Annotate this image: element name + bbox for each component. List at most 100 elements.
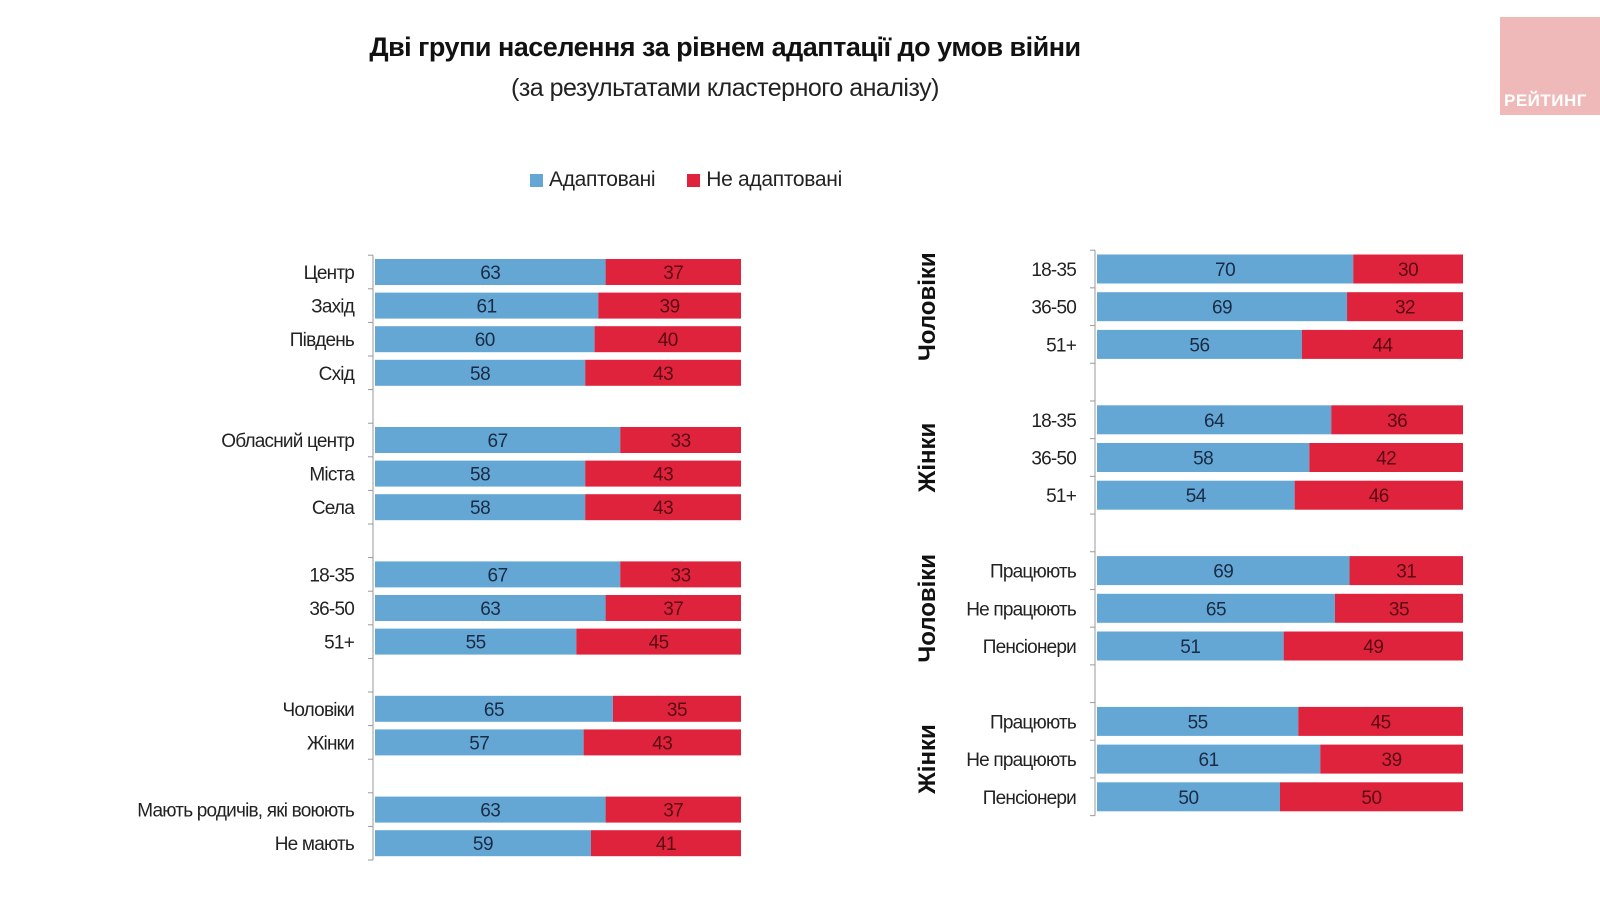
bar-not-adapted — [576, 628, 741, 655]
legend-label-adapted: Адаптовані — [549, 168, 656, 191]
bar-adapted — [1097, 744, 1321, 774]
category-label: 18-35 — [1031, 260, 1076, 281]
category-label: Чоловіки — [282, 700, 354, 721]
category-label: 51+ — [324, 633, 355, 654]
data-label-adapted: 65 — [484, 700, 504, 721]
bar-not-adapted — [1280, 782, 1463, 812]
data-label-not-adapted: 45 — [649, 633, 669, 654]
bar-not-adapted — [1298, 706, 1463, 736]
bar-adapted — [375, 561, 621, 588]
category-label: Центр — [304, 263, 355, 284]
data-label-not-adapted: 37 — [663, 801, 683, 822]
data-label-adapted: 54 — [1186, 486, 1207, 507]
bar-adapted — [1097, 706, 1299, 736]
bar-not-adapted — [612, 695, 741, 722]
data-label-not-adapted: 43 — [653, 498, 673, 519]
data-label-adapted: 60 — [475, 330, 495, 351]
bar-not-adapted — [605, 796, 741, 823]
bar-adapted — [1097, 782, 1280, 812]
bar-not-adapted — [1353, 254, 1463, 284]
group-label: Жінки — [914, 724, 941, 795]
data-label-not-adapted: 50 — [1361, 788, 1381, 809]
bar-adapted — [375, 695, 613, 722]
data-label-adapted: 58 — [470, 498, 490, 519]
bar-not-adapted — [594, 326, 741, 353]
category-label: Жінки — [307, 733, 354, 754]
bar-adapted — [1097, 254, 1354, 284]
data-label-not-adapted: 44 — [1372, 335, 1393, 356]
bar-not-adapted — [1320, 744, 1463, 774]
data-label-adapted: 55 — [466, 633, 486, 654]
data-label-adapted: 64 — [1204, 411, 1225, 432]
data-label-adapted: 65 — [1206, 599, 1226, 620]
category-label: Пенсіонери — [983, 788, 1076, 809]
category-label: 36-50 — [1031, 298, 1076, 319]
chart-title: Дві групи населення за рівнем адаптації … — [369, 32, 1081, 62]
category-label: Села — [312, 498, 355, 519]
data-label-adapted: 50 — [1178, 788, 1198, 809]
data-label-not-adapted: 35 — [667, 700, 687, 721]
bar-not-adapted — [620, 427, 741, 453]
category-label: Мають родичів, які воюють — [137, 801, 355, 822]
bar-not-adapted — [585, 494, 741, 521]
data-label-not-adapted: 43 — [652, 733, 672, 754]
category-label: Не мають — [275, 834, 355, 855]
bar-adapted — [375, 326, 595, 353]
category-label: Пенсіонери — [983, 637, 1076, 658]
bar-not-adapted — [1334, 593, 1463, 623]
category-label: Не працюють — [966, 750, 1077, 771]
bar-not-adapted — [1283, 631, 1463, 661]
data-label-not-adapted: 37 — [663, 599, 683, 620]
bar-not-adapted — [605, 595, 741, 621]
bar-adapted — [375, 460, 586, 487]
category-label: Міста — [309, 465, 355, 486]
data-label-not-adapted: 40 — [658, 330, 678, 351]
bar-not-adapted — [598, 292, 741, 319]
data-label-adapted: 61 — [477, 297, 497, 318]
bar-adapted — [375, 729, 584, 756]
category-label: Працюють — [990, 562, 1077, 583]
bar-adapted — [1097, 443, 1310, 472]
bar-adapted — [375, 628, 577, 655]
data-label-adapted: 67 — [488, 565, 508, 586]
data-label-not-adapted: 43 — [653, 465, 673, 486]
category-label: Схід — [319, 364, 355, 385]
legend-swatch-adapted — [530, 173, 543, 187]
data-label-adapted: 51 — [1180, 637, 1200, 658]
group-label: Жінки — [914, 423, 941, 494]
data-label-adapted: 58 — [470, 465, 490, 486]
bar-not-adapted — [1309, 443, 1463, 472]
category-label: Обласний центр — [221, 431, 354, 452]
group-label: Чоловіки — [914, 252, 941, 361]
bar-adapted — [1097, 480, 1295, 510]
bar-not-adapted — [590, 830, 741, 857]
logo-text: РЕЙТИНГ — [1504, 91, 1587, 110]
bar-adapted — [375, 595, 606, 621]
data-label-adapted: 63 — [480, 801, 500, 822]
legend-swatch-not-adapted — [687, 173, 701, 187]
data-label-adapted: 58 — [1193, 449, 1213, 470]
data-label-not-adapted: 31 — [1396, 562, 1416, 583]
bar-adapted — [375, 427, 621, 453]
data-label-not-adapted: 35 — [1389, 599, 1409, 620]
bar-adapted — [375, 494, 586, 521]
bar-not-adapted — [583, 729, 741, 756]
data-label-adapted: 56 — [1189, 335, 1209, 356]
data-label-not-adapted: 39 — [660, 297, 680, 318]
data-label-not-adapted: 42 — [1376, 449, 1396, 470]
data-label-adapted: 55 — [1188, 712, 1208, 733]
bar-not-adapted — [605, 259, 741, 285]
bar-not-adapted — [1347, 292, 1463, 322]
bar-not-adapted — [1331, 405, 1463, 435]
data-label-not-adapted: 33 — [671, 565, 691, 586]
bar-adapted — [1097, 631, 1284, 661]
data-label-not-adapted: 49 — [1363, 637, 1383, 658]
data-label-not-adapted: 36 — [1387, 411, 1407, 432]
legend-item-adapted: Адаптовані — [530, 168, 656, 192]
data-label-adapted: 58 — [470, 364, 490, 385]
legend-label-not-adapted: Не адаптовані — [706, 168, 842, 191]
category-label: 18-35 — [1031, 411, 1076, 432]
data-label-not-adapted: 43 — [653, 364, 673, 385]
bar-adapted — [1097, 329, 1302, 359]
